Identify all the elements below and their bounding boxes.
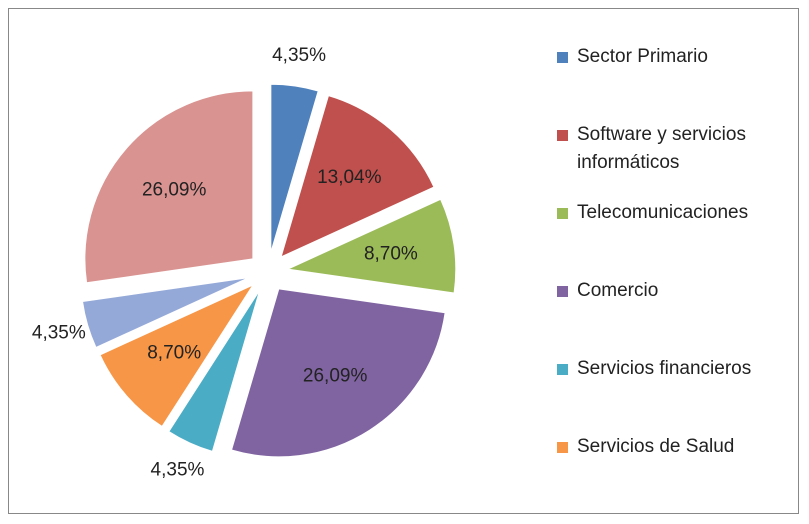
data-label: 4,35% [272, 45, 326, 66]
legend-swatch [557, 130, 568, 141]
legend-swatch [557, 364, 568, 375]
legend-label: Servicios de Salud [577, 436, 735, 457]
legend-label: Telecomunicaciones [577, 202, 749, 223]
data-label: 13,04% [317, 167, 382, 188]
pie-slice [99, 283, 255, 428]
legend-entry: Comercio [557, 277, 797, 305]
data-label: 4,35% [151, 459, 205, 480]
data-label: 26,09% [142, 180, 207, 201]
legend-entry: Software y servicios informáticos [557, 121, 797, 177]
legend-entry: Sector Primario [557, 43, 797, 71]
pie-slice [270, 83, 319, 253]
pie-slice [230, 288, 446, 458]
legend-swatch [557, 286, 568, 297]
legend-entry: Servicios financieros [557, 355, 797, 383]
legend-entry: Servicios de Salud [557, 433, 797, 461]
pie-slice [286, 198, 457, 294]
legend-swatch [557, 208, 568, 219]
pie-slice [168, 289, 261, 453]
legend-label: Software y servicios informáticos [577, 124, 746, 173]
pie-slice [84, 90, 254, 284]
legend-swatch [557, 442, 568, 453]
legend-label: Sector Primario [577, 46, 708, 67]
legend-label: Comercio [577, 280, 659, 301]
chart-frame [8, 8, 799, 514]
legend-entry: Telecomunicaciones [557, 199, 797, 227]
data-label: 26,09% [303, 365, 368, 386]
pie-slice [280, 95, 435, 258]
legend-swatch [557, 52, 568, 63]
data-label: 8,70% [364, 243, 418, 264]
pie-slice [81, 277, 250, 349]
legend-label: Servicios financieros [577, 358, 752, 379]
data-label: 4,35% [32, 322, 86, 343]
data-label: 8,70% [147, 342, 201, 363]
